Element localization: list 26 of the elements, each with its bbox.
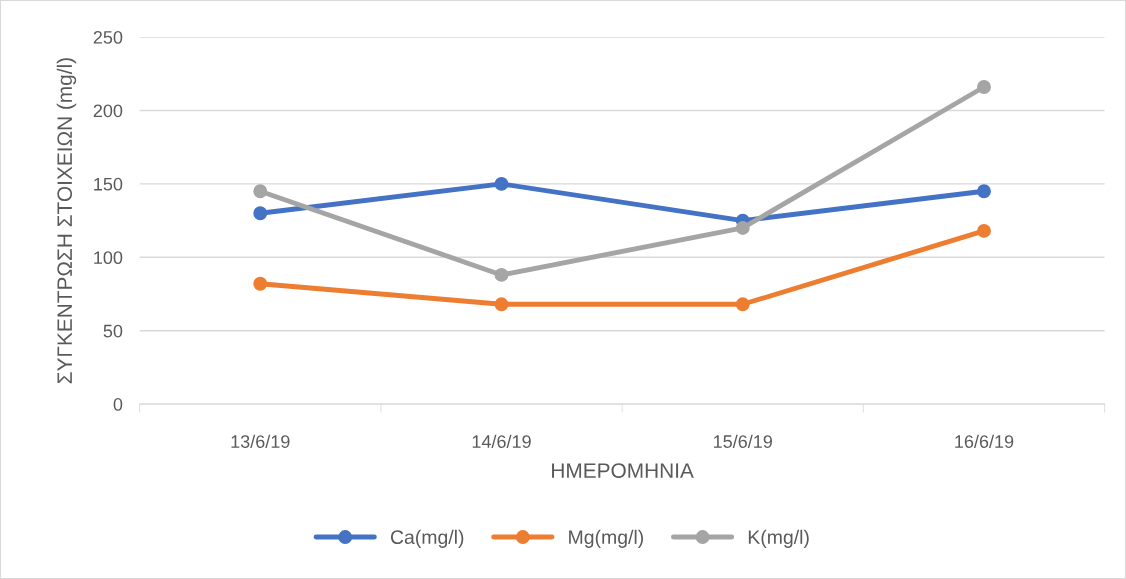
x-tick-label: 14/6/19: [472, 434, 531, 448]
point: [253, 184, 268, 199]
point: [735, 297, 750, 312]
legend-label: K(mg/l): [748, 529, 809, 548]
point: [977, 184, 991, 199]
x-tick-label: 16/6/19: [955, 434, 1014, 448]
point: [253, 206, 268, 221]
y-tick-label: 50: [103, 324, 123, 338]
point: [977, 223, 991, 238]
y-tick-label: 200: [93, 104, 123, 118]
x-tick-label: 15/6/19: [714, 434, 773, 448]
y-axis-title: ΣΥΓΚΕΝΤΡΩΣΗ ΣΤΟΙΧΕΙΩΝ (mg/l): [56, 58, 77, 384]
y-tick-label: 0: [113, 398, 123, 411]
y-tick-label: 100: [94, 251, 123, 265]
x-axis-title: ΗΜΕΡΟΜΗΝΙΑ: [552, 463, 694, 478]
point: [735, 220, 750, 235]
point: [494, 176, 509, 191]
y-tick-label: 250: [93, 30, 123, 44]
y-tick-label: 150: [94, 177, 123, 191]
point: [494, 297, 509, 312]
point: [494, 267, 509, 282]
legend-label: Mg(mg/l): [569, 529, 644, 548]
point: [253, 276, 268, 291]
x-tick-label: 13/6/19: [231, 434, 290, 448]
legend-label: Ca(mg/l): [390, 529, 464, 548]
point: [977, 80, 991, 94]
